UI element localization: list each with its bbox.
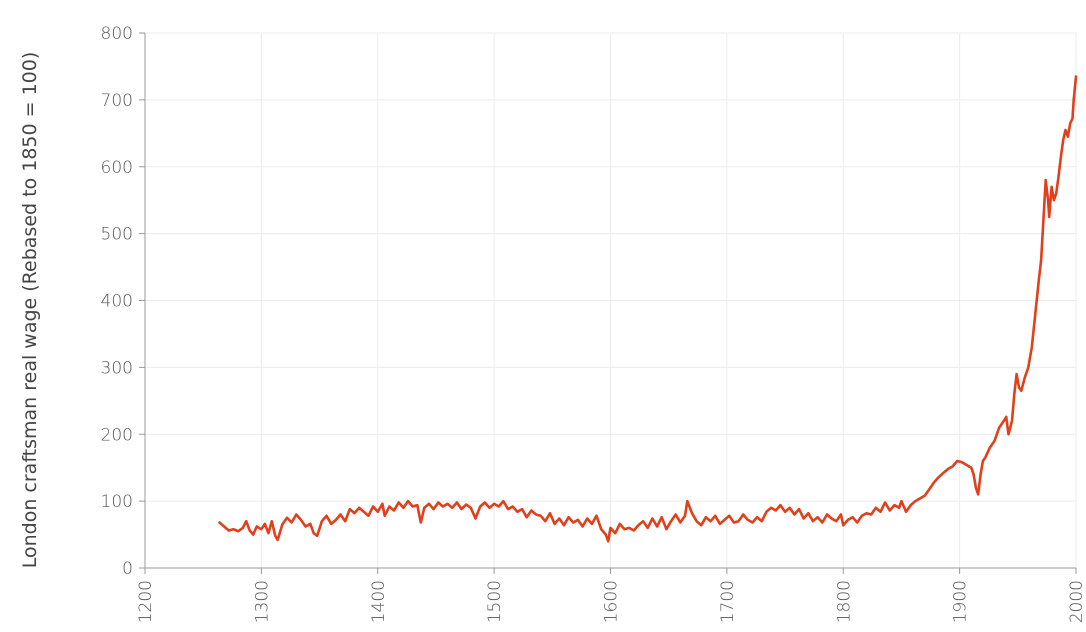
x-tick-label: 1900 bbox=[951, 580, 971, 623]
x-tick-label: 1500 bbox=[485, 580, 505, 623]
y-tick-label: 700 bbox=[101, 91, 133, 111]
y-tick-label: 300 bbox=[101, 358, 133, 378]
y-tick-label: 400 bbox=[101, 292, 133, 312]
series-line-0 bbox=[218, 75, 1078, 543]
y-axis-title: London craftsman real wage (Rebased to 1… bbox=[19, 52, 41, 569]
y-tick-label: 100 bbox=[101, 492, 133, 512]
x-tick-label: 1400 bbox=[369, 580, 389, 623]
x-tick-label: 1300 bbox=[252, 580, 272, 623]
x-tick-label: 2000 bbox=[1067, 580, 1086, 623]
gridlines bbox=[145, 32, 1077, 568]
y-axis-ticks: 0 100 200 300 400 500 600 700 800 bbox=[101, 24, 145, 579]
y-tick-label: 0 bbox=[122, 559, 133, 579]
y-tick-label: 600 bbox=[101, 158, 133, 178]
y-tick-label: 200 bbox=[101, 425, 133, 445]
x-tick-label: 1700 bbox=[718, 580, 738, 623]
y-tick-label: 800 bbox=[101, 24, 133, 44]
x-tick-label: 1200 bbox=[136, 580, 156, 623]
x-tick-label: 1800 bbox=[834, 580, 854, 623]
y-tick-label: 500 bbox=[101, 225, 133, 245]
series-group bbox=[218, 75, 1078, 543]
x-tick-label: 1600 bbox=[602, 580, 622, 623]
x-axis-ticks: 1200 1300 1400 1500 1600 1700 1800 1900 2000 bbox=[136, 568, 1086, 623]
